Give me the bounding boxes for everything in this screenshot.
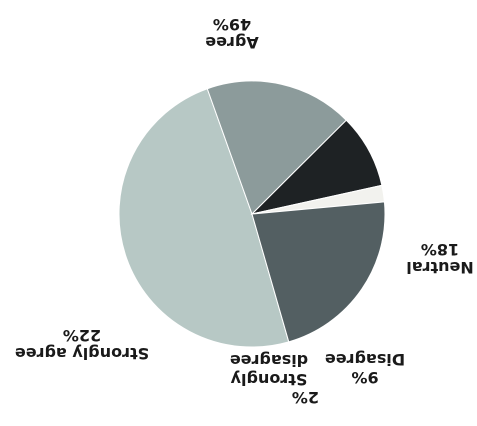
slice-label-strongly-disagree: 2% Strongly disagree — [219, 351, 319, 407]
slice-label-agree: Agree 49% — [187, 14, 277, 52]
pie-slice-agree — [118, 88, 290, 348]
slice-label-strongly-disagree-name: Strongly disagree — [229, 351, 309, 389]
pie-slice-strongly-agree — [251, 201, 386, 343]
slice-label-strongly-disagree-value: 2% — [291, 388, 319, 407]
slice-label-disagree: 9% Disagree — [315, 349, 415, 387]
slice-label-disagree-name: Disagree — [324, 349, 406, 369]
slice-label-strongly-agree-name: Strongly agree — [14, 344, 150, 363]
slice-label-disagree-value: 9% — [351, 368, 379, 387]
slice-label-neutral-name: Neutral — [406, 258, 474, 277]
slice-label-strongly-agree-value: 22% — [62, 325, 102, 345]
slice-label-neutral-value: 18% — [420, 239, 460, 259]
slice-label-strongly-agree: Strongly agree 22% — [7, 325, 157, 363]
slice-label-neutral: Neutral 18% — [405, 239, 475, 277]
slice-label-agree-value: 49% — [212, 14, 252, 34]
pie-slice-neutral — [206, 80, 348, 215]
slice-label-agree-name: Agree — [205, 33, 259, 52]
